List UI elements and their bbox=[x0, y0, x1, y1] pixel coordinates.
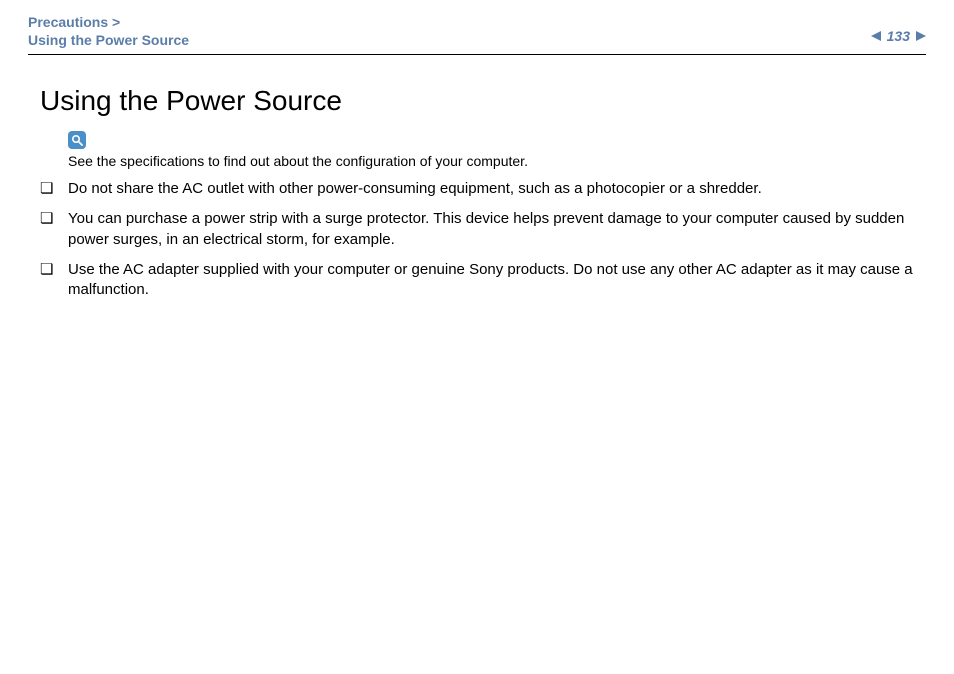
bullet-list: Do not share the AC outlet with other po… bbox=[40, 179, 922, 300]
page-number: 133 bbox=[885, 28, 912, 44]
magnifier-icon bbox=[68, 131, 86, 149]
list-item: Use the AC adapter supplied with your co… bbox=[40, 260, 922, 301]
breadcrumb-current: Using the Power Source bbox=[28, 32, 189, 48]
note-block: See the specifications to find out about… bbox=[40, 131, 922, 169]
breadcrumb-parent[interactable]: Precautions > bbox=[28, 14, 189, 30]
list-item: You can purchase a power strip with a su… bbox=[40, 209, 922, 250]
document-page: Precautions > Using the Power Source 133… bbox=[0, 0, 954, 674]
page-title: Using the Power Source bbox=[40, 85, 922, 117]
page-navigator: 133 bbox=[871, 14, 926, 44]
note-text: See the specifications to find out about… bbox=[68, 153, 922, 169]
next-page-arrow-icon[interactable] bbox=[916, 31, 926, 41]
list-item: Do not share the AC outlet with other po… bbox=[40, 179, 922, 199]
previous-page-arrow-icon[interactable] bbox=[871, 31, 881, 41]
page-content: Using the Power Source See the specifica… bbox=[28, 85, 926, 300]
page-header: Precautions > Using the Power Source 133 bbox=[28, 14, 926, 55]
breadcrumb: Precautions > Using the Power Source bbox=[28, 14, 189, 48]
